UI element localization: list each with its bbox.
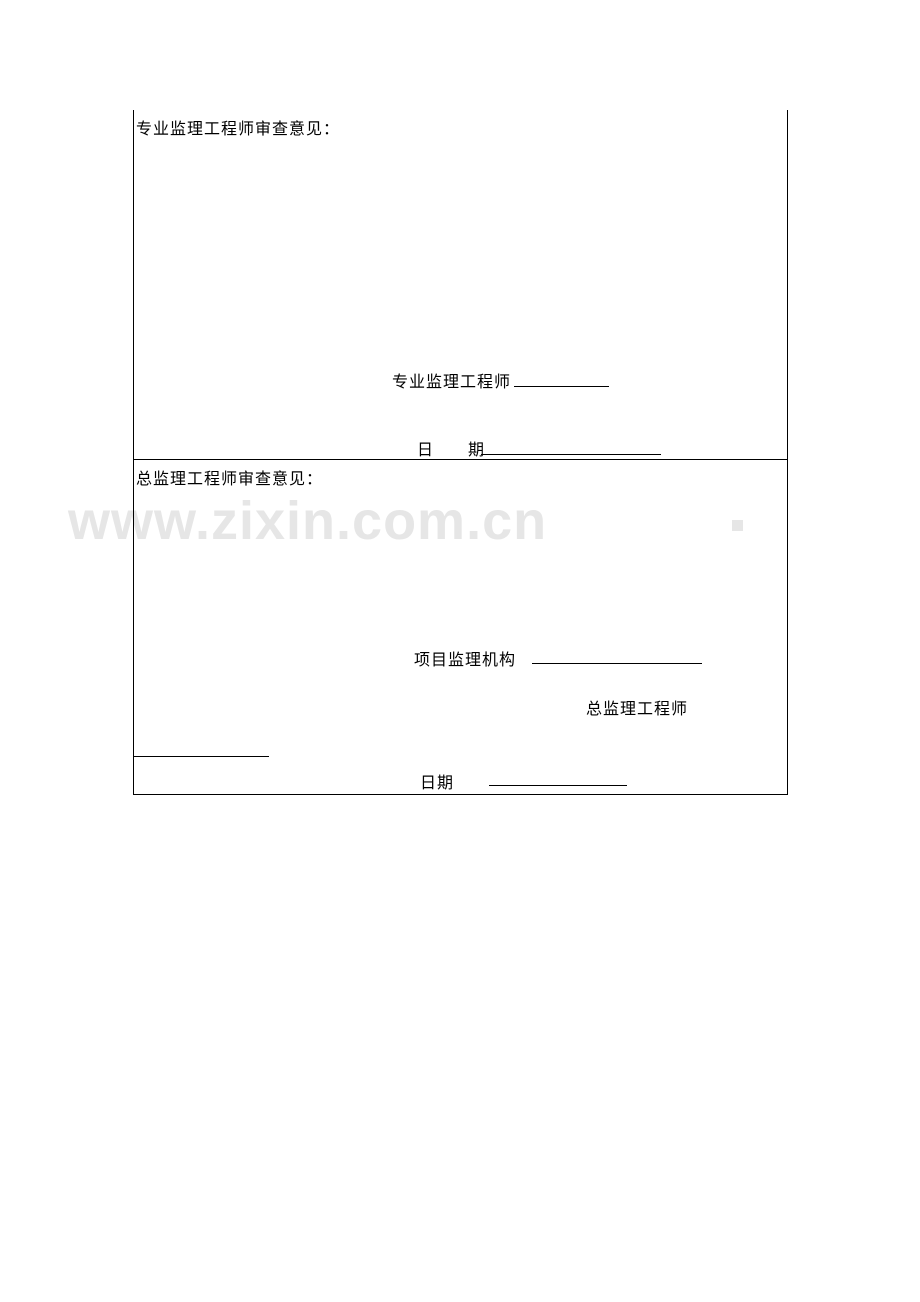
chief-engineer-underline (134, 756, 269, 757)
supervision-org-underline (532, 663, 702, 664)
section-professional-engineer: 专业监理工程师审查意见： 专业监理工程师 日 期 (134, 110, 788, 459)
chief-engineer-label: 总监理工程师 (586, 695, 688, 719)
section1-date-label: 日 期 (417, 436, 485, 460)
section2-title: 总监理工程师审查意见： (136, 465, 323, 489)
section2-date-label: 日期 (420, 769, 454, 793)
professional-engineer-label: 专业监理工程师 (392, 368, 511, 392)
section1-title: 专业监理工程师审查意见： (136, 115, 340, 139)
supervision-org-label: 项目监理机构 (414, 646, 516, 670)
section2-date-underline (489, 785, 627, 786)
form-table: 专业监理工程师审查意见： 专业监理工程师 日 期 总监理工程师审查意见： 项目监… (133, 110, 788, 795)
section1-date-underline (481, 454, 661, 455)
section-chief-engineer: 总监理工程师审查意见： 项目监理机构 总监理工程师 日期 (134, 459, 788, 794)
professional-engineer-underline (514, 386, 609, 387)
